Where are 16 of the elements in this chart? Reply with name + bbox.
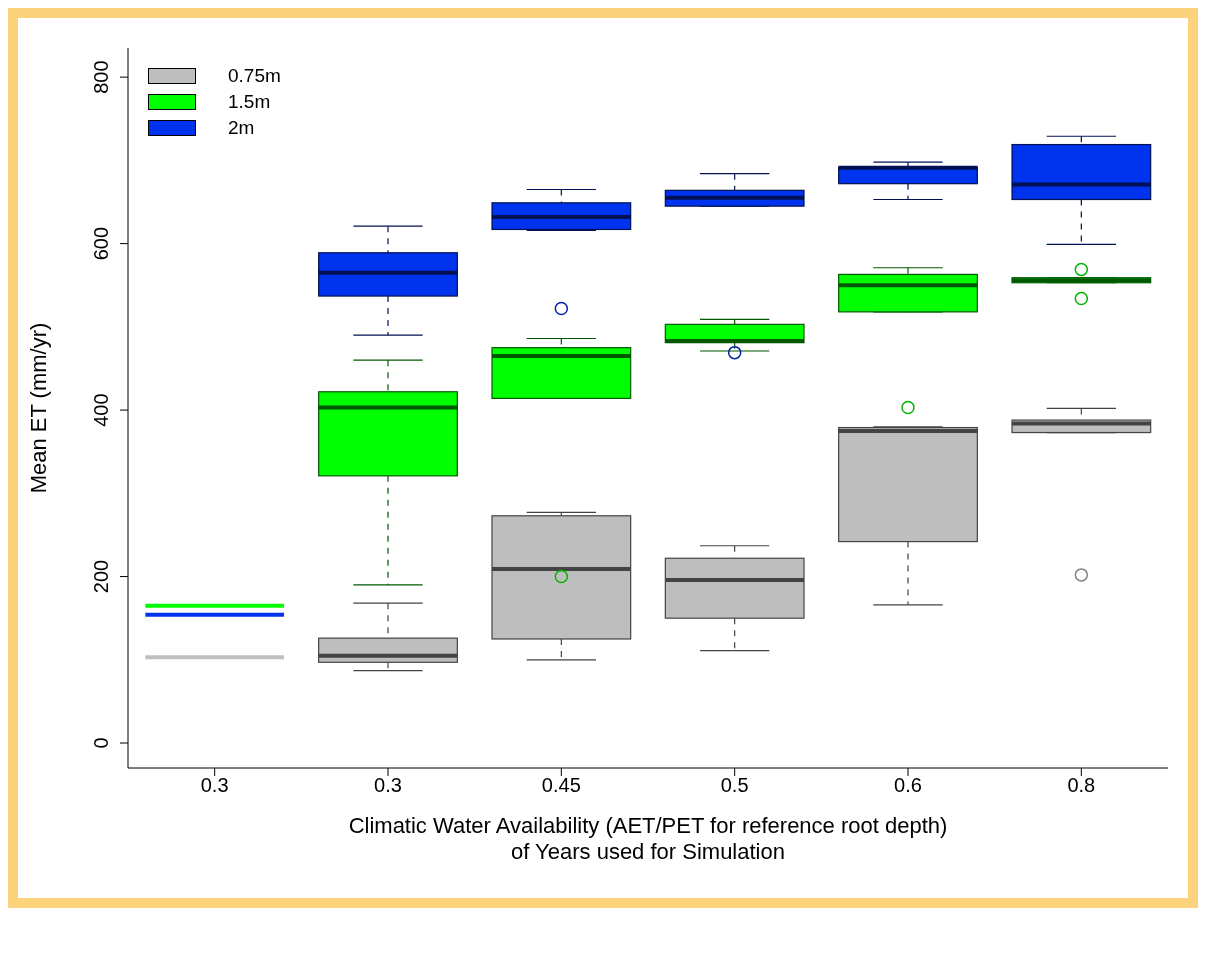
x-tick-label: 0.3 <box>374 774 402 797</box>
y-tick-label: 800 <box>90 60 112 94</box>
legend-label: 1.5m <box>228 91 271 113</box>
legend-label: 0.75m <box>228 65 281 87</box>
x-axis-title: Climatic Water Availability (AET/PET for reference root depth) of Years used for Simulation <box>347 813 949 865</box>
x-tick-label: 0.6 <box>894 774 922 797</box>
y-tick-label: 600 <box>90 226 112 261</box>
y-tick-label: 0 <box>90 737 112 749</box>
x-tick-label: 0.8 <box>1067 774 1096 797</box>
y-axis-title: Mean ET (mm/yr) <box>25 322 51 494</box>
x-tick-label: 0.45 <box>541 774 581 797</box>
legend-label: 2m <box>228 117 255 139</box>
y-tick-label: 200 <box>90 559 112 594</box>
x-tick-label: 0.5 <box>720 774 749 797</box>
x-tick-label: 0.3 <box>200 774 229 797</box>
y-tick-label: 400 <box>90 393 112 427</box>
